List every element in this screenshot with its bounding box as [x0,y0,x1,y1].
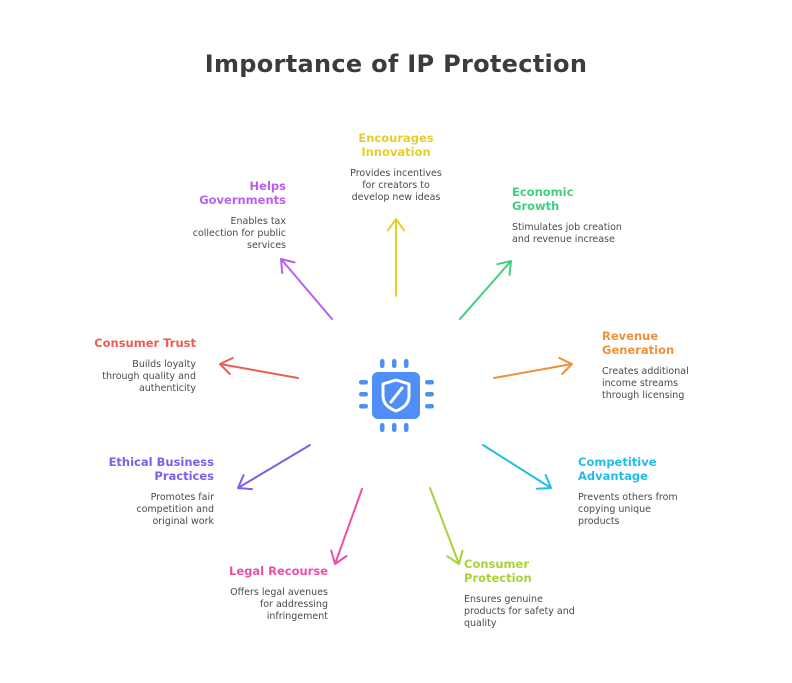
item-description: Builds loyalty through quality and authe… [102,359,196,394]
arrow-down-icon [330,488,363,565]
item-title: Revenue Generation [602,329,675,357]
item-title: Consumer Trust [94,336,196,350]
item-description: Offers legal avenues for addressing infr… [230,587,328,622]
arrow-down-right-icon [482,444,552,490]
arrow-up-right-icon [459,260,512,320]
item-title: Helps Governments [199,179,286,207]
item-description: Stimulates job creation and revenue incr… [512,222,622,245]
arrow-down-left-icon [237,444,311,491]
arrow-right-icon [493,357,573,379]
item-economic-growth: Economic Growth Stimulates job creation … [512,185,662,246]
page-title: Importance of IP Protection [204,50,588,78]
item-competitive-advantage: Competitive Advantage Prevents others fr… [578,455,728,528]
item-description: Enables tax collection for public servic… [192,216,286,251]
item-encourages-innovation: Encourages Innovation Provides incentive… [326,131,466,204]
arrow-left-icon [219,357,299,379]
item-title: Encourages Innovation [358,131,434,159]
item-title: Ethical Business Practices [108,455,214,483]
item-description: Prevents others from copying unique prod… [578,492,678,527]
item-consumer-trust: Consumer Trust Builds loyalty through qu… [56,336,196,395]
item-description: Ensures genuine products for safety and … [464,594,575,629]
shield-chip-icon [359,359,434,432]
arrow-group [219,218,573,565]
item-title: Economic Growth [512,185,574,213]
item-revenue-generation: Revenue Generation Creates additional in… [602,329,742,402]
item-description: Creates additional income streams throug… [602,366,689,401]
item-description: Promotes fair competition and original w… [136,492,214,527]
arrow-up-left-icon [280,258,333,320]
arrow-up-icon [386,218,406,297]
item-description: Provides incentives for creators to deve… [350,168,442,203]
item-title: Legal Recourse [229,564,328,578]
item-title: Consumer Protection [464,557,532,585]
item-ethical-business-practices: Ethical Business Practices Promotes fair… [74,455,214,528]
item-legal-recourse: Legal Recourse Offers legal avenues for … [188,564,328,623]
arrow-down-icon [429,487,464,565]
item-title: Competitive Advantage [578,455,657,483]
item-helps-governments: Helps Governments Enables tax collection… [156,179,286,252]
item-consumer-protection: Consumer Protection Ensures genuine prod… [464,557,614,630]
